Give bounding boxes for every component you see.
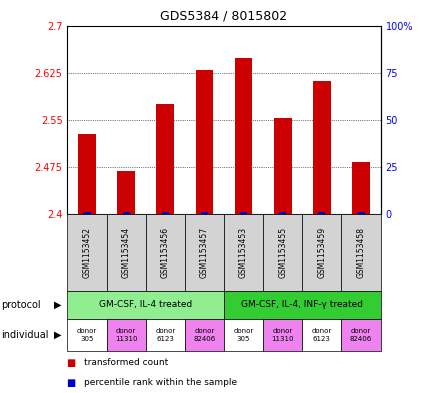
Text: ▶: ▶ [54, 300, 62, 310]
Bar [234, 58, 252, 214]
Text: protocol: protocol [1, 300, 41, 310]
Text: donor
11310: donor 11310 [115, 329, 137, 342]
Text: donor
305: donor 305 [233, 329, 253, 342]
Text: ▶: ▶ [54, 330, 62, 340]
Text: GSM1153454: GSM1153454 [122, 227, 130, 278]
Bar [357, 212, 364, 215]
Text: donor
6123: donor 6123 [311, 329, 331, 342]
Text: GSM1153453: GSM1153453 [239, 227, 247, 278]
Bar [352, 162, 369, 214]
Text: transformed count: transformed count [84, 358, 168, 367]
Bar [117, 171, 135, 214]
Title: GDS5384 / 8015802: GDS5384 / 8015802 [160, 10, 287, 23]
Text: GSM1153458: GSM1153458 [356, 227, 365, 278]
Bar [318, 212, 325, 215]
Text: donor
6123: donor 6123 [155, 329, 175, 342]
Bar [156, 104, 174, 214]
Text: GSM1153452: GSM1153452 [82, 227, 91, 278]
Bar [83, 212, 90, 215]
Text: ■: ■ [67, 378, 79, 388]
Bar [78, 134, 95, 214]
Bar [279, 212, 286, 215]
Bar [312, 81, 330, 214]
Text: GM-CSF, IL-4 treated: GM-CSF, IL-4 treated [99, 301, 192, 309]
Bar [122, 212, 129, 215]
Text: donor
82406: donor 82406 [349, 329, 372, 342]
Text: GM-CSF, IL-4, INF-γ treated: GM-CSF, IL-4, INF-γ treated [241, 301, 362, 309]
Text: donor
305: donor 305 [77, 329, 97, 342]
Text: donor
82406: donor 82406 [193, 329, 215, 342]
Bar [201, 212, 207, 215]
Text: ■: ■ [67, 358, 79, 368]
Bar [240, 212, 247, 215]
Text: percentile rank within the sample: percentile rank within the sample [84, 378, 237, 387]
Text: GSM1153456: GSM1153456 [161, 227, 169, 278]
Bar [161, 212, 168, 215]
Text: GSM1153457: GSM1153457 [200, 227, 208, 278]
Text: GSM1153455: GSM1153455 [278, 227, 286, 278]
Text: donor
11310: donor 11310 [271, 329, 293, 342]
Text: individual: individual [1, 330, 49, 340]
Text: GSM1153459: GSM1153459 [317, 227, 326, 278]
Bar [195, 70, 213, 214]
Bar [273, 118, 291, 214]
